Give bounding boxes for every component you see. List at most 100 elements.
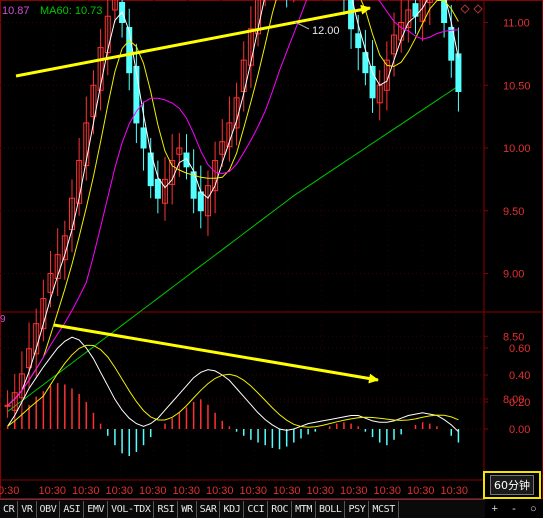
- candle-up: [18, 373, 25, 399]
- candle-down: [455, 53, 462, 93]
- diamond-icon-2[interactable]: [473, 4, 483, 14]
- zoom-out-button[interactable]: -: [512, 503, 516, 515]
- price-panel[interactable]: [4, 0, 462, 426]
- price-axis: 12.0011.5011.0010.5010.009.509.008.508.0…: [484, 18, 531, 406]
- candle-down: [355, 33, 362, 49]
- candle-up: [97, 47, 104, 91]
- tab-rsi[interactable]: RSI: [154, 500, 179, 518]
- macd-axis: 0.60 0.40 0.20 0.00: [484, 343, 530, 436]
- y-tick-label: 9.00: [503, 269, 524, 281]
- y-tick-label: 0.00: [509, 424, 530, 436]
- candle-down: [369, 65, 376, 99]
- zoom-controls: + - ○: [485, 501, 543, 518]
- moving-average-lines: [7, 0, 459, 406]
- tab-boll[interactable]: BOLL: [316, 500, 346, 518]
- candle-up: [247, 28, 254, 66]
- grid-lines: [0, 0, 543, 499]
- trend-arrow-price: [15, 4, 371, 78]
- y-tick-label: 8.50: [503, 331, 524, 343]
- tab-roc[interactable]: ROC: [268, 500, 293, 518]
- y-tick-label: 0.40: [509, 370, 530, 382]
- candle-up: [204, 185, 211, 217]
- x-tick-label: 10:30: [206, 485, 234, 497]
- diamond-icon[interactable]: [460, 4, 470, 14]
- ma60-label: MA60: 10.73: [40, 5, 102, 17]
- x-tick-label: 10:30: [240, 485, 268, 497]
- candle-down: [362, 52, 369, 74]
- candle-up: [426, 0, 433, 3]
- x-tick-label: 10:30: [72, 485, 100, 497]
- candle-up: [26, 348, 33, 369]
- period-highlight[interactable]: 60分钟: [483, 471, 541, 499]
- x-tick-label: 10:30: [39, 485, 67, 497]
- x-tick-label: 10:30: [273, 485, 301, 497]
- tab-psy[interactable]: PSY: [345, 500, 370, 518]
- tab-sar[interactable]: SAR: [197, 500, 221, 518]
- ma60-line: [7, 85, 459, 412]
- tab-cci[interactable]: CCI: [244, 500, 269, 518]
- candle-up: [76, 160, 83, 204]
- candle-up: [162, 178, 169, 204]
- macd-dif-line: [7, 336, 459, 433]
- y-tick-label: 10.00: [503, 143, 531, 155]
- candle-up: [391, 34, 398, 55]
- x-tick-label: 10:30: [139, 485, 167, 497]
- candle-up: [405, 9, 412, 29]
- candle-up: [176, 147, 183, 155]
- indicator-tabbar: CR VR OBV ASI EMV VOL-TDX RSI WR SAR KDJ CCI ROC MTM…: [0, 499, 485, 518]
- tab-vol-tdx[interactable]: VOL-TDX: [108, 500, 155, 518]
- candle-up: [111, 0, 118, 11]
- x-tick-label: 10:30: [374, 485, 402, 497]
- macd-lines: [7, 336, 459, 433]
- period-selector[interactable]: 60分钟: [490, 475, 534, 495]
- candle-down: [140, 127, 147, 149]
- tab-obv[interactable]: OBV: [37, 500, 61, 518]
- x-tick-label: 10:30: [441, 485, 469, 497]
- candle-down: [126, 27, 133, 74]
- tab-mcst[interactable]: MCST: [369, 500, 399, 518]
- y-tick-label: 11.00: [503, 18, 530, 30]
- x-tick-label: 10:30: [307, 485, 335, 497]
- tab-emv[interactable]: EMV: [84, 500, 109, 518]
- candle-down: [448, 27, 455, 61]
- x-tick-label: 10:30: [340, 485, 368, 497]
- candle-down: [197, 191, 204, 212]
- macd-panel[interactable]: [6, 336, 460, 456]
- zoom-in-button[interactable]: +: [491, 503, 498, 515]
- tab-mtm[interactable]: MTM: [292, 500, 316, 518]
- peak-leader-line: [294, 21, 310, 30]
- candle-up: [90, 84, 97, 118]
- candle-up: [212, 160, 219, 192]
- peak-annotation: 12.00: [312, 25, 340, 37]
- x-tick-label: 0:30: [0, 485, 19, 497]
- x-tick-label: 10:30: [106, 485, 134, 497]
- tab-cr[interactable]: CR: [0, 500, 19, 518]
- x-tick-label: 10:30: [407, 485, 435, 497]
- circle-icon[interactable]: ○: [529, 503, 537, 515]
- x-tick-label: 10:30: [173, 485, 201, 497]
- y-tick-label: 8.00: [503, 394, 524, 406]
- ma60-line: [7, 85, 459, 412]
- y-tick-label: 0.60: [509, 343, 530, 355]
- tab-kdj[interactable]: KDJ: [220, 500, 245, 518]
- time-axis: 0:30 10:30 10:30 10:30 10:30 10:30 10:30 10:30 1…: [0, 485, 468, 497]
- tab-vr[interactable]: VR: [18, 500, 37, 518]
- tab-asi[interactable]: ASI: [60, 500, 85, 518]
- indicator-label: 9: [0, 314, 6, 325]
- candle-up: [4, 404, 11, 407]
- ma-mid-line: [7, 0, 459, 406]
- macd-histogram: [6, 383, 460, 456]
- candle-up: [104, 15, 111, 54]
- ma-long-line: [7, 0, 459, 406]
- candle-down: [441, 0, 448, 24]
- candle-up: [219, 141, 226, 155]
- candle-up: [54, 254, 61, 280]
- candle-up: [419, 0, 426, 22]
- tab-wr[interactable]: WR: [178, 500, 197, 518]
- ma-short-line: [7, 0, 459, 406]
- y-tick-label: 9.50: [503, 206, 524, 218]
- trend-arrow-macd: [53, 323, 379, 384]
- candle-up: [61, 235, 68, 261]
